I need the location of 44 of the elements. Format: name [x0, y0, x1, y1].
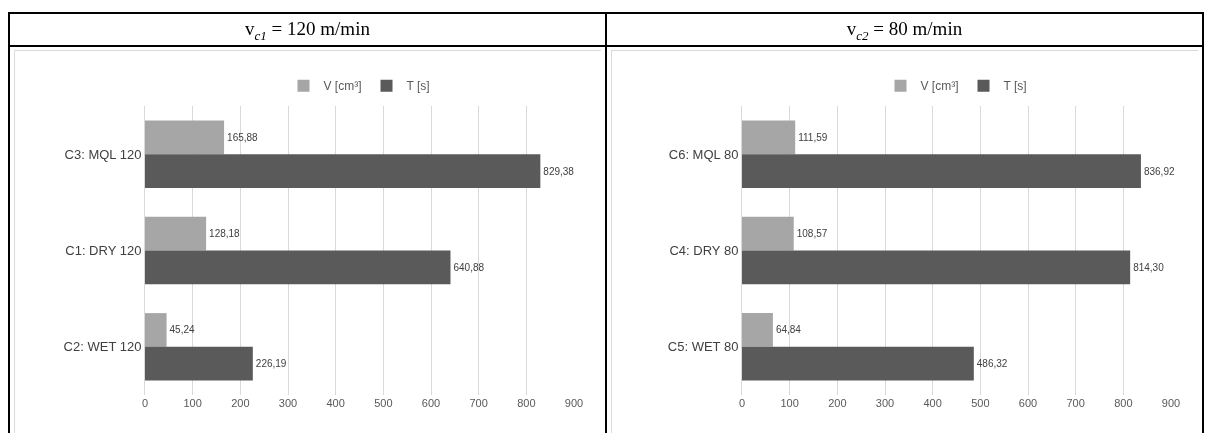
y-tick-label: C4: DRY 80 — [669, 243, 739, 259]
data-label: 829,38 — [543, 165, 575, 177]
x-tick-label: 0 — [738, 397, 746, 409]
y-tick-label: C6: MQL 80 — [668, 146, 739, 162]
chart-title: v$_{c2}$ = 80 m/min — [607, 14, 1202, 47]
data-label: 45,24 — [169, 324, 196, 336]
x-tick-label: 500 — [374, 397, 393, 409]
data-label: 814,30 — [1133, 261, 1165, 273]
x-tick-label: 900 — [564, 397, 584, 409]
legend-label: V [cm³] — [920, 79, 959, 94]
x-tick-label: 700 — [1066, 397, 1085, 409]
legend-label: V [cm³] — [323, 79, 362, 94]
data-label: 165,88 — [227, 131, 259, 143]
data-label: 111,59 — [798, 131, 828, 143]
x-tick-label: 100 — [183, 397, 202, 409]
x-tick-label: 500 — [971, 397, 990, 409]
data-label: 128,18 — [209, 228, 241, 240]
y-tick-label: C1: DRY 120 — [65, 243, 142, 259]
data-label: 640,88 — [453, 261, 485, 273]
x-tick-label: 300 — [278, 397, 298, 409]
x-tick-label: 800 — [517, 397, 536, 409]
x-tick-label: 300 — [875, 397, 895, 409]
y-tick-label: C5: WET 80 — [667, 339, 739, 355]
legend-label: T [s] — [406, 79, 430, 94]
legend-label: T [s] — [1003, 79, 1027, 94]
x-tick-label: 400 — [923, 397, 942, 409]
data-label: 226,19 — [255, 358, 287, 370]
x-tick-label: 400 — [326, 397, 345, 409]
y-tick-label: C3: MQL 120 — [64, 146, 142, 162]
x-tick-label: 0 — [141, 397, 149, 409]
y-tick-label: C2: WET 120 — [63, 339, 142, 355]
x-tick-label: 200 — [828, 397, 847, 409]
data-label: 64,84 — [775, 324, 802, 336]
x-tick-label: 900 — [1161, 397, 1181, 409]
x-tick-label: 100 — [780, 397, 799, 409]
x-tick-label: 200 — [231, 397, 250, 409]
data-label: 108,57 — [796, 228, 828, 240]
x-tick-label: 700 — [469, 397, 488, 409]
x-tick-label: 800 — [1114, 397, 1133, 409]
data-label: 836,92 — [1143, 165, 1175, 177]
data-label: 486,32 — [976, 358, 1008, 370]
x-tick-label: 600 — [1018, 397, 1038, 409]
chart-title: v$_{c1}$ = 120 m/min — [10, 14, 605, 47]
x-tick-label: 600 — [421, 397, 441, 409]
